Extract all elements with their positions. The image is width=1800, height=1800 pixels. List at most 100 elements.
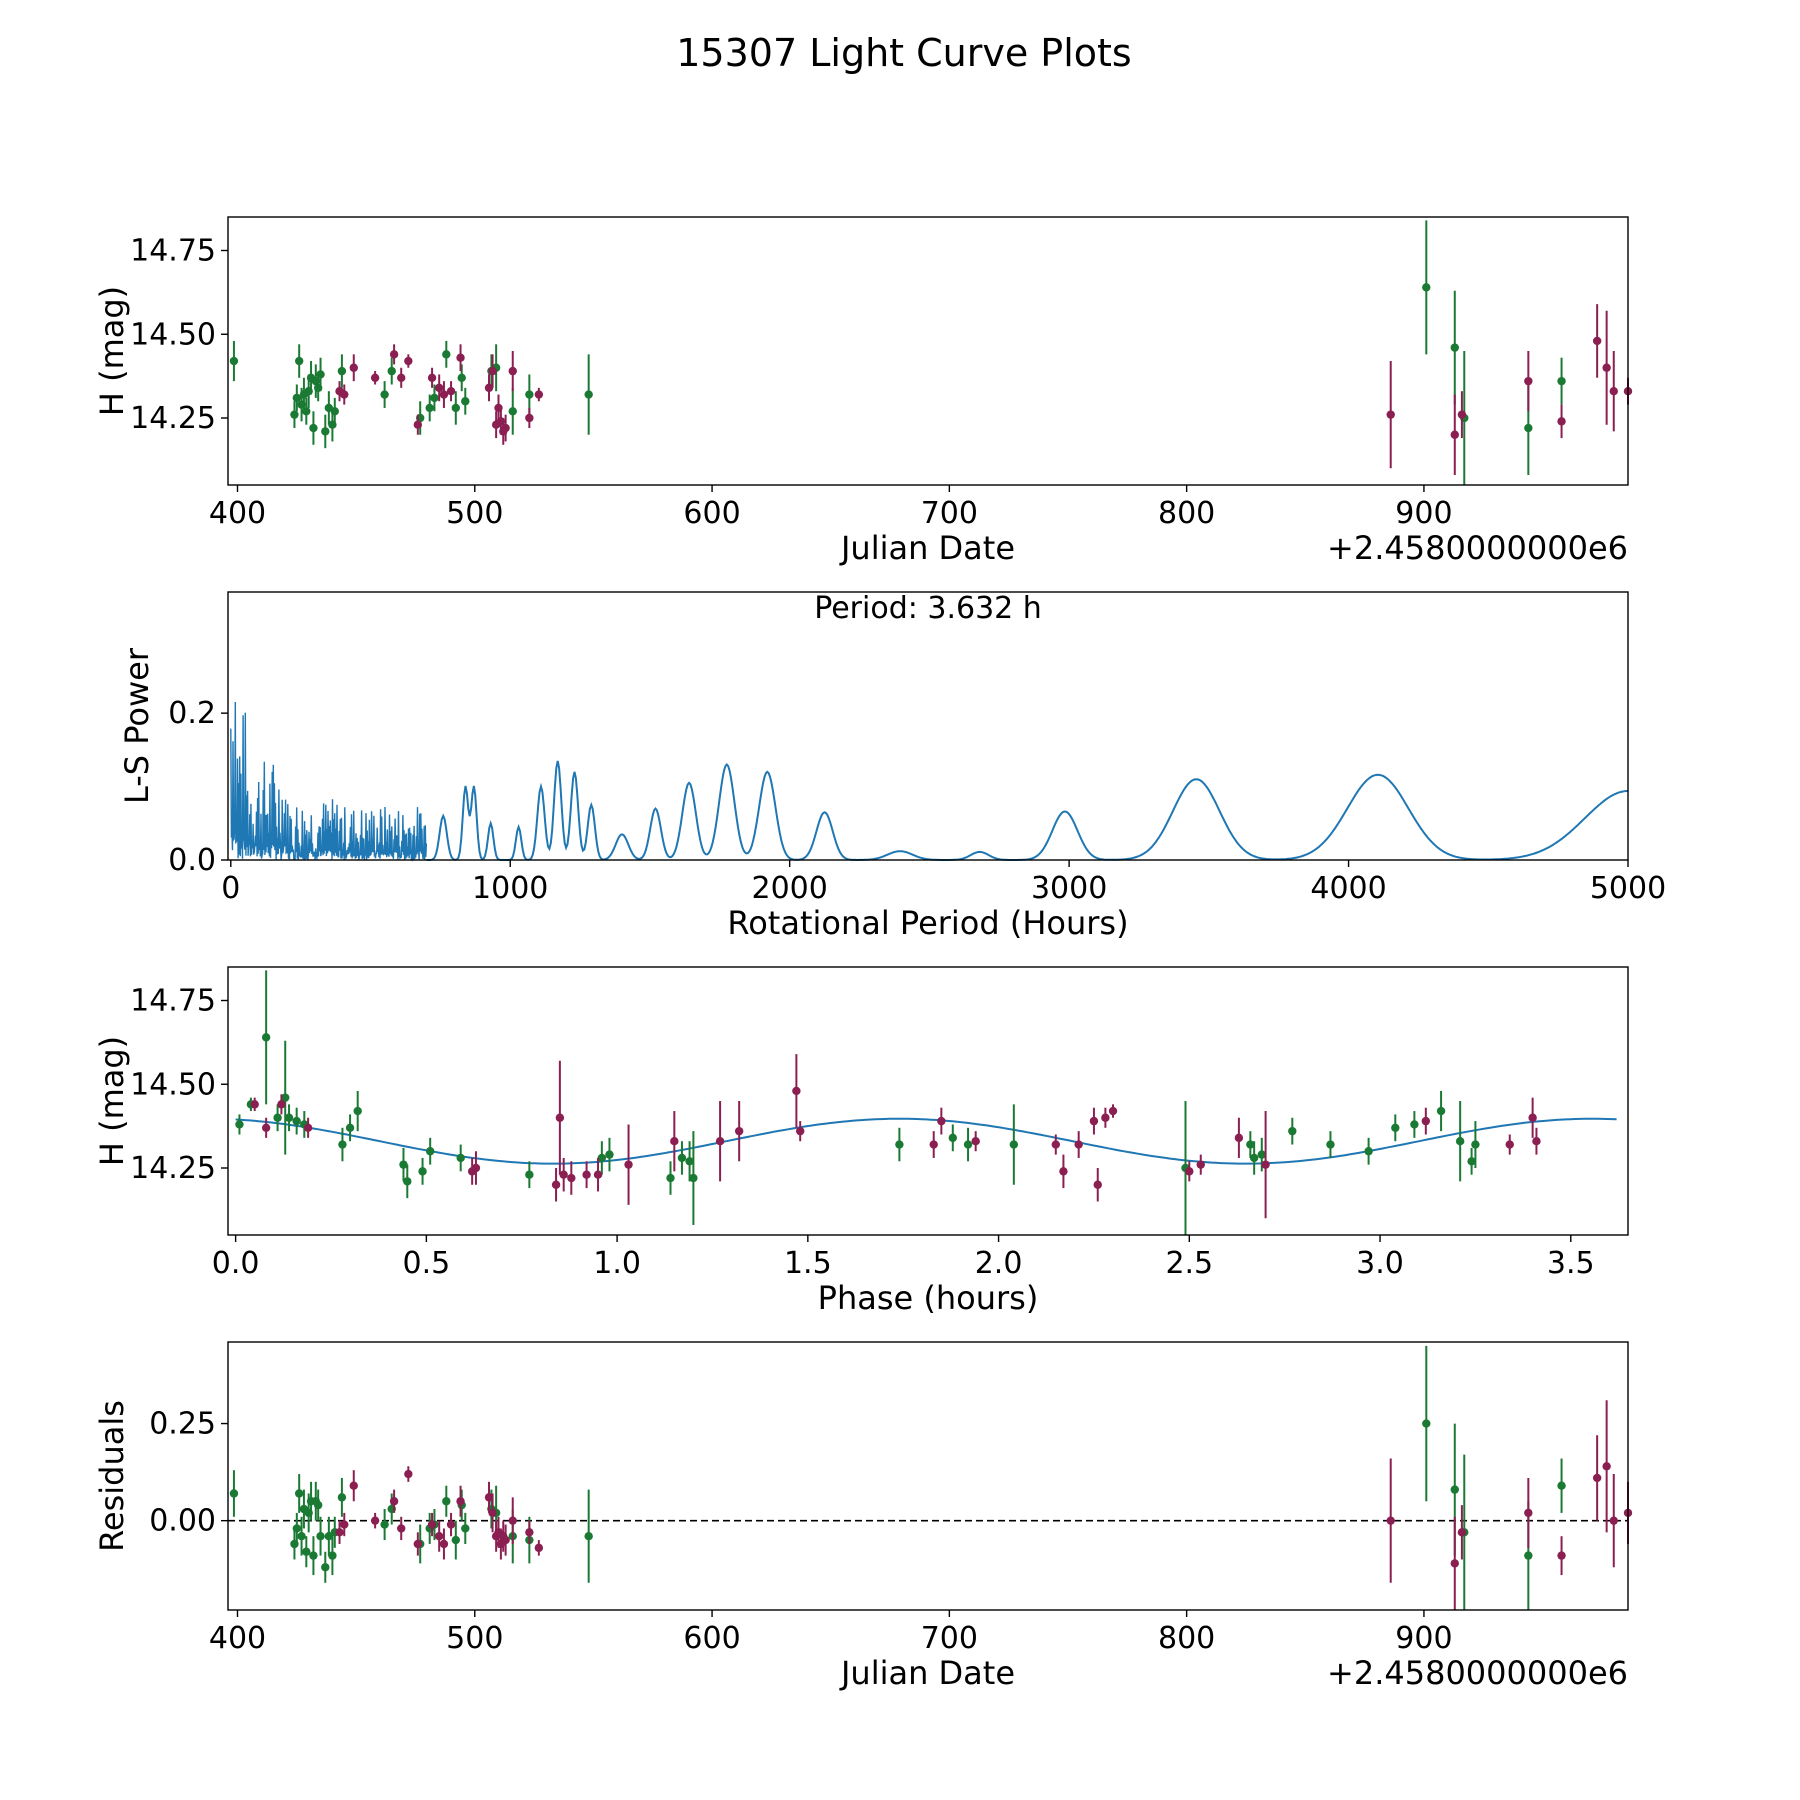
red-point (303, 1123, 313, 1132)
green-point (948, 1133, 957, 1143)
red-point (508, 366, 517, 376)
green-point (353, 1106, 362, 1116)
green-point (297, 1532, 306, 1541)
red-point (1074, 1140, 1083, 1149)
green-point (418, 1167, 427, 1176)
red-point (1386, 1516, 1395, 1525)
green-point (316, 370, 325, 379)
x-tick-label: 2.0 (975, 1246, 1023, 1281)
green-point (461, 1524, 470, 1533)
red-point (1185, 1167, 1194, 1176)
red-point (582, 1170, 591, 1179)
green-point (1246, 1140, 1255, 1149)
green-point (1455, 1137, 1465, 1146)
green-point (292, 393, 302, 403)
green-point (1257, 1150, 1266, 1159)
green-point (1410, 1120, 1419, 1129)
green-point (261, 1033, 271, 1042)
green-point (689, 1173, 698, 1183)
red-point (389, 1497, 399, 1506)
green-point (380, 390, 389, 399)
green-point (584, 1532, 593, 1541)
green-point (284, 1113, 294, 1122)
green-point (1326, 1140, 1335, 1149)
green-point (338, 1140, 347, 1149)
green-point (1471, 1140, 1480, 1149)
green-point (337, 1493, 347, 1502)
green-point (345, 1123, 355, 1132)
green-point (387, 366, 396, 376)
red-point (796, 1126, 805, 1136)
red-point (1609, 387, 1618, 396)
red-point (370, 373, 380, 382)
green-point (1436, 1106, 1446, 1116)
red-point (1450, 1559, 1459, 1568)
x-tick-label: 700 (921, 1621, 978, 1656)
green-point (1450, 1485, 1459, 1494)
red-point (971, 1137, 980, 1146)
red-point (1196, 1160, 1205, 1169)
green-point (685, 1157, 694, 1166)
red-point (929, 1140, 938, 1149)
red-point (1450, 430, 1459, 439)
red-point (446, 387, 456, 396)
green-point (1557, 1481, 1566, 1490)
red-point (1386, 410, 1395, 419)
y-tick-label: 14.75 (130, 234, 216, 269)
red-point (501, 1535, 510, 1545)
panel1-xlabel: Julian Date (839, 529, 1015, 567)
red-point (446, 1520, 456, 1529)
red-point (1592, 1473, 1602, 1483)
x-tick-label: 3000 (1031, 871, 1107, 906)
light-curve-panel: Julian Date +2.4580000000e6 H (mag) 400 5… (93, 216, 1633, 567)
green-point (605, 1150, 614, 1159)
green-point (1422, 1419, 1431, 1428)
red-point (335, 1528, 344, 1537)
x-tick-label: 800 (1158, 1621, 1215, 1656)
green-point (451, 403, 460, 413)
green-point (430, 393, 439, 403)
red-point (624, 1160, 633, 1169)
x-tick-label: 500 (446, 1621, 503, 1656)
red-point (427, 1520, 437, 1529)
red-point (1457, 410, 1467, 419)
y-tick-label: 14.25 (130, 1151, 216, 1186)
green-point (442, 350, 451, 359)
red-point (1421, 1116, 1431, 1126)
red-point (261, 1123, 271, 1132)
x-tick-label: 600 (683, 496, 740, 531)
panel1-ylabel: H (mag) (93, 286, 131, 416)
green-point (1450, 343, 1459, 352)
periodogram-dense-line (230, 701, 428, 862)
green-point (895, 1140, 904, 1149)
red-point (555, 1113, 565, 1122)
red-point (501, 423, 510, 433)
plot-frame (227, 591, 1629, 861)
red-point (397, 373, 406, 382)
green-point (294, 1489, 304, 1498)
green-point (229, 356, 239, 366)
red-point (340, 1520, 349, 1529)
green-point (456, 1153, 465, 1163)
figure-title: 15307 Light Curve Plots (676, 31, 1131, 75)
red-point (397, 1524, 406, 1533)
green-point (313, 1500, 323, 1510)
panel2-ylabel: L-S Power (118, 647, 156, 804)
red-point (434, 383, 444, 393)
red-point (1505, 1140, 1514, 1149)
green-point (461, 397, 470, 406)
red-point (1602, 363, 1611, 372)
panel3-ylabel: H (mag) (93, 1036, 131, 1166)
red-point (439, 390, 449, 399)
green-point (451, 1535, 460, 1545)
panel3-xlabel: Phase (hours) (818, 1279, 1039, 1317)
green-point (309, 423, 318, 433)
green-point (425, 403, 434, 413)
y-tick-label: 14.50 (130, 317, 216, 352)
x-tick-label: 1000 (472, 871, 548, 906)
red-point (488, 1508, 497, 1518)
red-point (1524, 1508, 1533, 1518)
green-point (316, 1532, 325, 1541)
x-tick-label: 0.0 (212, 1246, 260, 1281)
green-point (273, 1113, 282, 1122)
